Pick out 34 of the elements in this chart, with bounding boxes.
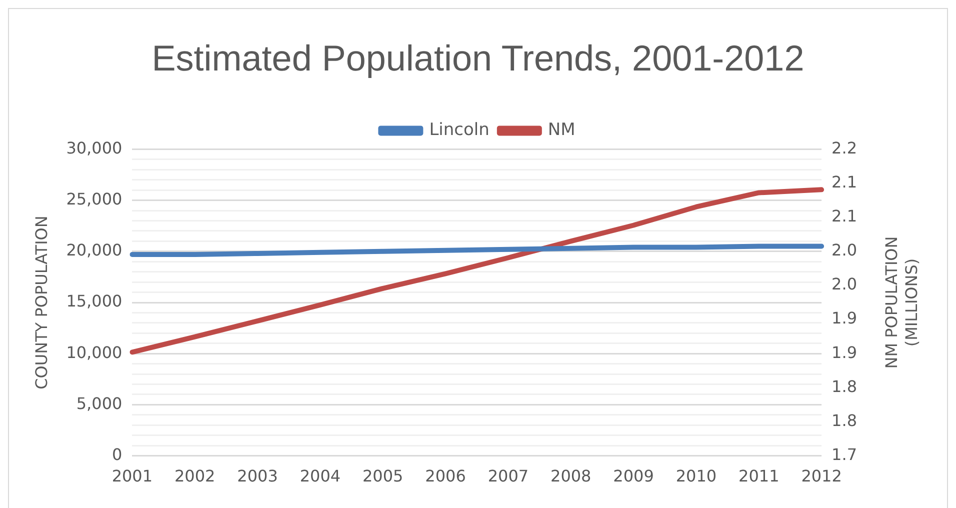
x-tick-label: 2003 — [237, 466, 278, 486]
y2-tick-label: 2.2 — [832, 138, 858, 158]
x-tick-label: 2009 — [613, 466, 654, 486]
y2-tick-label: 2.0 — [832, 274, 858, 294]
y2-tick-label: 1.9 — [832, 308, 858, 328]
y2-tick-label: 1.9 — [832, 342, 858, 362]
x-tick-label: 2008 — [550, 466, 592, 486]
legend-label: Lincoln — [429, 120, 490, 140]
y-tick-label: 20,000 — [66, 240, 122, 260]
chart-title: Estimated Population Trends, 2001-2012 — [152, 38, 804, 79]
x-tick-label: 2007 — [488, 466, 529, 486]
y2-axis-title: NM POPULATION (MILLIONS) — [882, 236, 922, 369]
x-tick-label: 2005 — [362, 466, 404, 486]
x-tick-label: 2006 — [425, 466, 466, 486]
y2-tick-label: 1.7 — [832, 444, 858, 464]
y2-tick-label: 1.8 — [832, 376, 858, 396]
legend-label: NM — [548, 120, 576, 140]
x-tick-label: 2010 — [676, 466, 717, 486]
x-tick-label: 2011 — [738, 466, 780, 486]
y2-tick-label: 2.0 — [832, 240, 858, 260]
x-tick-label: 2001 — [112, 466, 153, 486]
x-tick-label: 2002 — [174, 466, 216, 486]
y2-tick-label: 1.8 — [832, 410, 858, 430]
y-tick-label: 30,000 — [66, 138, 122, 158]
y-axis-title: COUNTY POPULATION — [32, 216, 51, 390]
y-tick-label: 10,000 — [66, 342, 122, 362]
y-tick-label: 0 — [112, 444, 122, 464]
x-tick-label: 2004 — [300, 466, 341, 486]
x-tick-label: 2012 — [801, 466, 842, 486]
y-tick-label: 5,000 — [76, 394, 122, 413]
y2-tick-label: 2.1 — [832, 172, 858, 192]
y-tick-label: 25,000 — [66, 189, 122, 208]
y-tick-label: 15,000 — [66, 292, 122, 311]
y2-tick-label: 2.1 — [832, 206, 858, 226]
